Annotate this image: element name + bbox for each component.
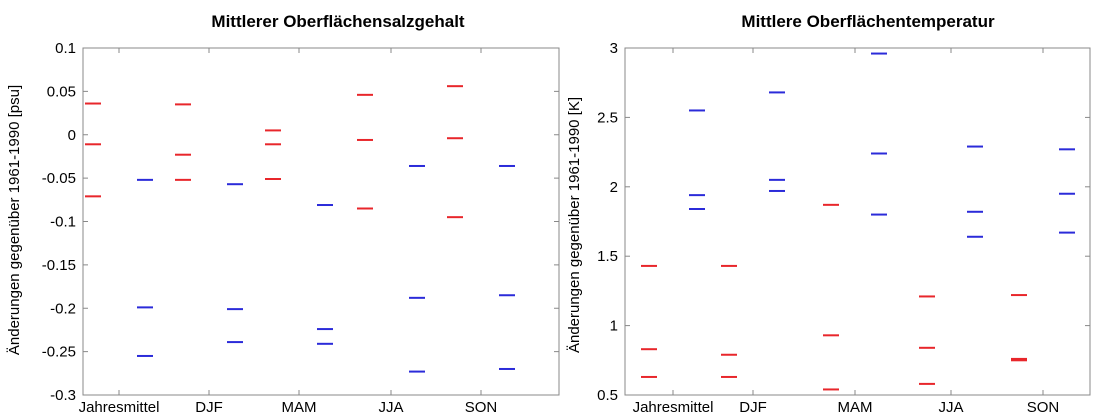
- salinity-y-tick-label: -0.1: [50, 214, 76, 231]
- salinity-y-tick-label: -0.15: [42, 257, 76, 274]
- salinity-x-tick-label: JJA: [378, 399, 403, 416]
- salinity-x-tick-label: DJF: [195, 399, 223, 416]
- salinity-y-axis-label: Änderungen gegenüber 1961-1990 [psu]: [6, 85, 23, 355]
- temperature-x-tick-label: JJA: [938, 399, 963, 416]
- salinity-y-tick-label: -0.3: [50, 387, 76, 404]
- salinity-chart-title: Mittlerer Oberflächensalzgehalt: [211, 12, 465, 31]
- salinity-y-tick-label: -0.05: [42, 170, 76, 187]
- salinity-marks: [85, 85, 515, 373]
- salinity-y-tick-label: -0.2: [50, 300, 76, 317]
- temperature-x-tick-label: SON: [1027, 399, 1060, 416]
- temperature-chart-title: Mittlere Oberflächentemperatur: [741, 12, 995, 31]
- temperature-plot-frame: [624, 47, 1091, 396]
- temperature-y-tick-label: 1.5: [597, 248, 618, 265]
- temperature-marks: [641, 52, 1075, 391]
- salinity-y-tick-label: 0.05: [47, 83, 76, 100]
- temperature-y-tick-label: 3: [610, 40, 618, 57]
- salinity-y-tick-label: -0.25: [42, 344, 76, 361]
- salinity-x-tick-label: MAM: [282, 399, 317, 416]
- temperature-x-tick-label: MAM: [838, 399, 873, 416]
- temperature-y-tick-label: 2: [610, 179, 618, 196]
- temperature-y-tick-label: 2.5: [597, 109, 618, 126]
- salinity-y-tick-label: 0: [68, 127, 76, 144]
- salinity-x-tick-label: SON: [465, 399, 498, 416]
- salinity-x-tick-label: Jahresmittel: [79, 399, 160, 416]
- temperature-y-ticks: 3 2.5 2 1.5 1 0.5: [597, 40, 1090, 404]
- temperature-x-tick-label: DJF: [739, 399, 767, 416]
- temperature-y-axis-label: Änderungen gegenüber 1961-1990 [K]: [566, 97, 583, 353]
- temperature-y-tick-label: 0.5: [597, 387, 618, 404]
- temperature-chart: Mittlere Oberflächentemperatur Änderunge…: [566, 12, 1091, 416]
- salinity-y-tick-label: 0.1: [55, 40, 76, 57]
- salinity-y-ticks: 0.1 0.05 0 -0.05 -0.1 -0.15 -0.2 -0.25 -0.3: [42, 40, 559, 404]
- temperature-y-tick-label: 1: [610, 318, 618, 335]
- temperature-x-tick-label: Jahresmittel: [633, 399, 714, 416]
- temperature-x-ticks: Jahresmittel DJF MAM JJA SON: [633, 48, 1060, 416]
- salinity-chart: Mittlerer Oberflächensalzgehalt Änderung…: [6, 12, 560, 416]
- salinity-x-ticks: Jahresmittel DJF MAM JJA SON: [79, 48, 498, 416]
